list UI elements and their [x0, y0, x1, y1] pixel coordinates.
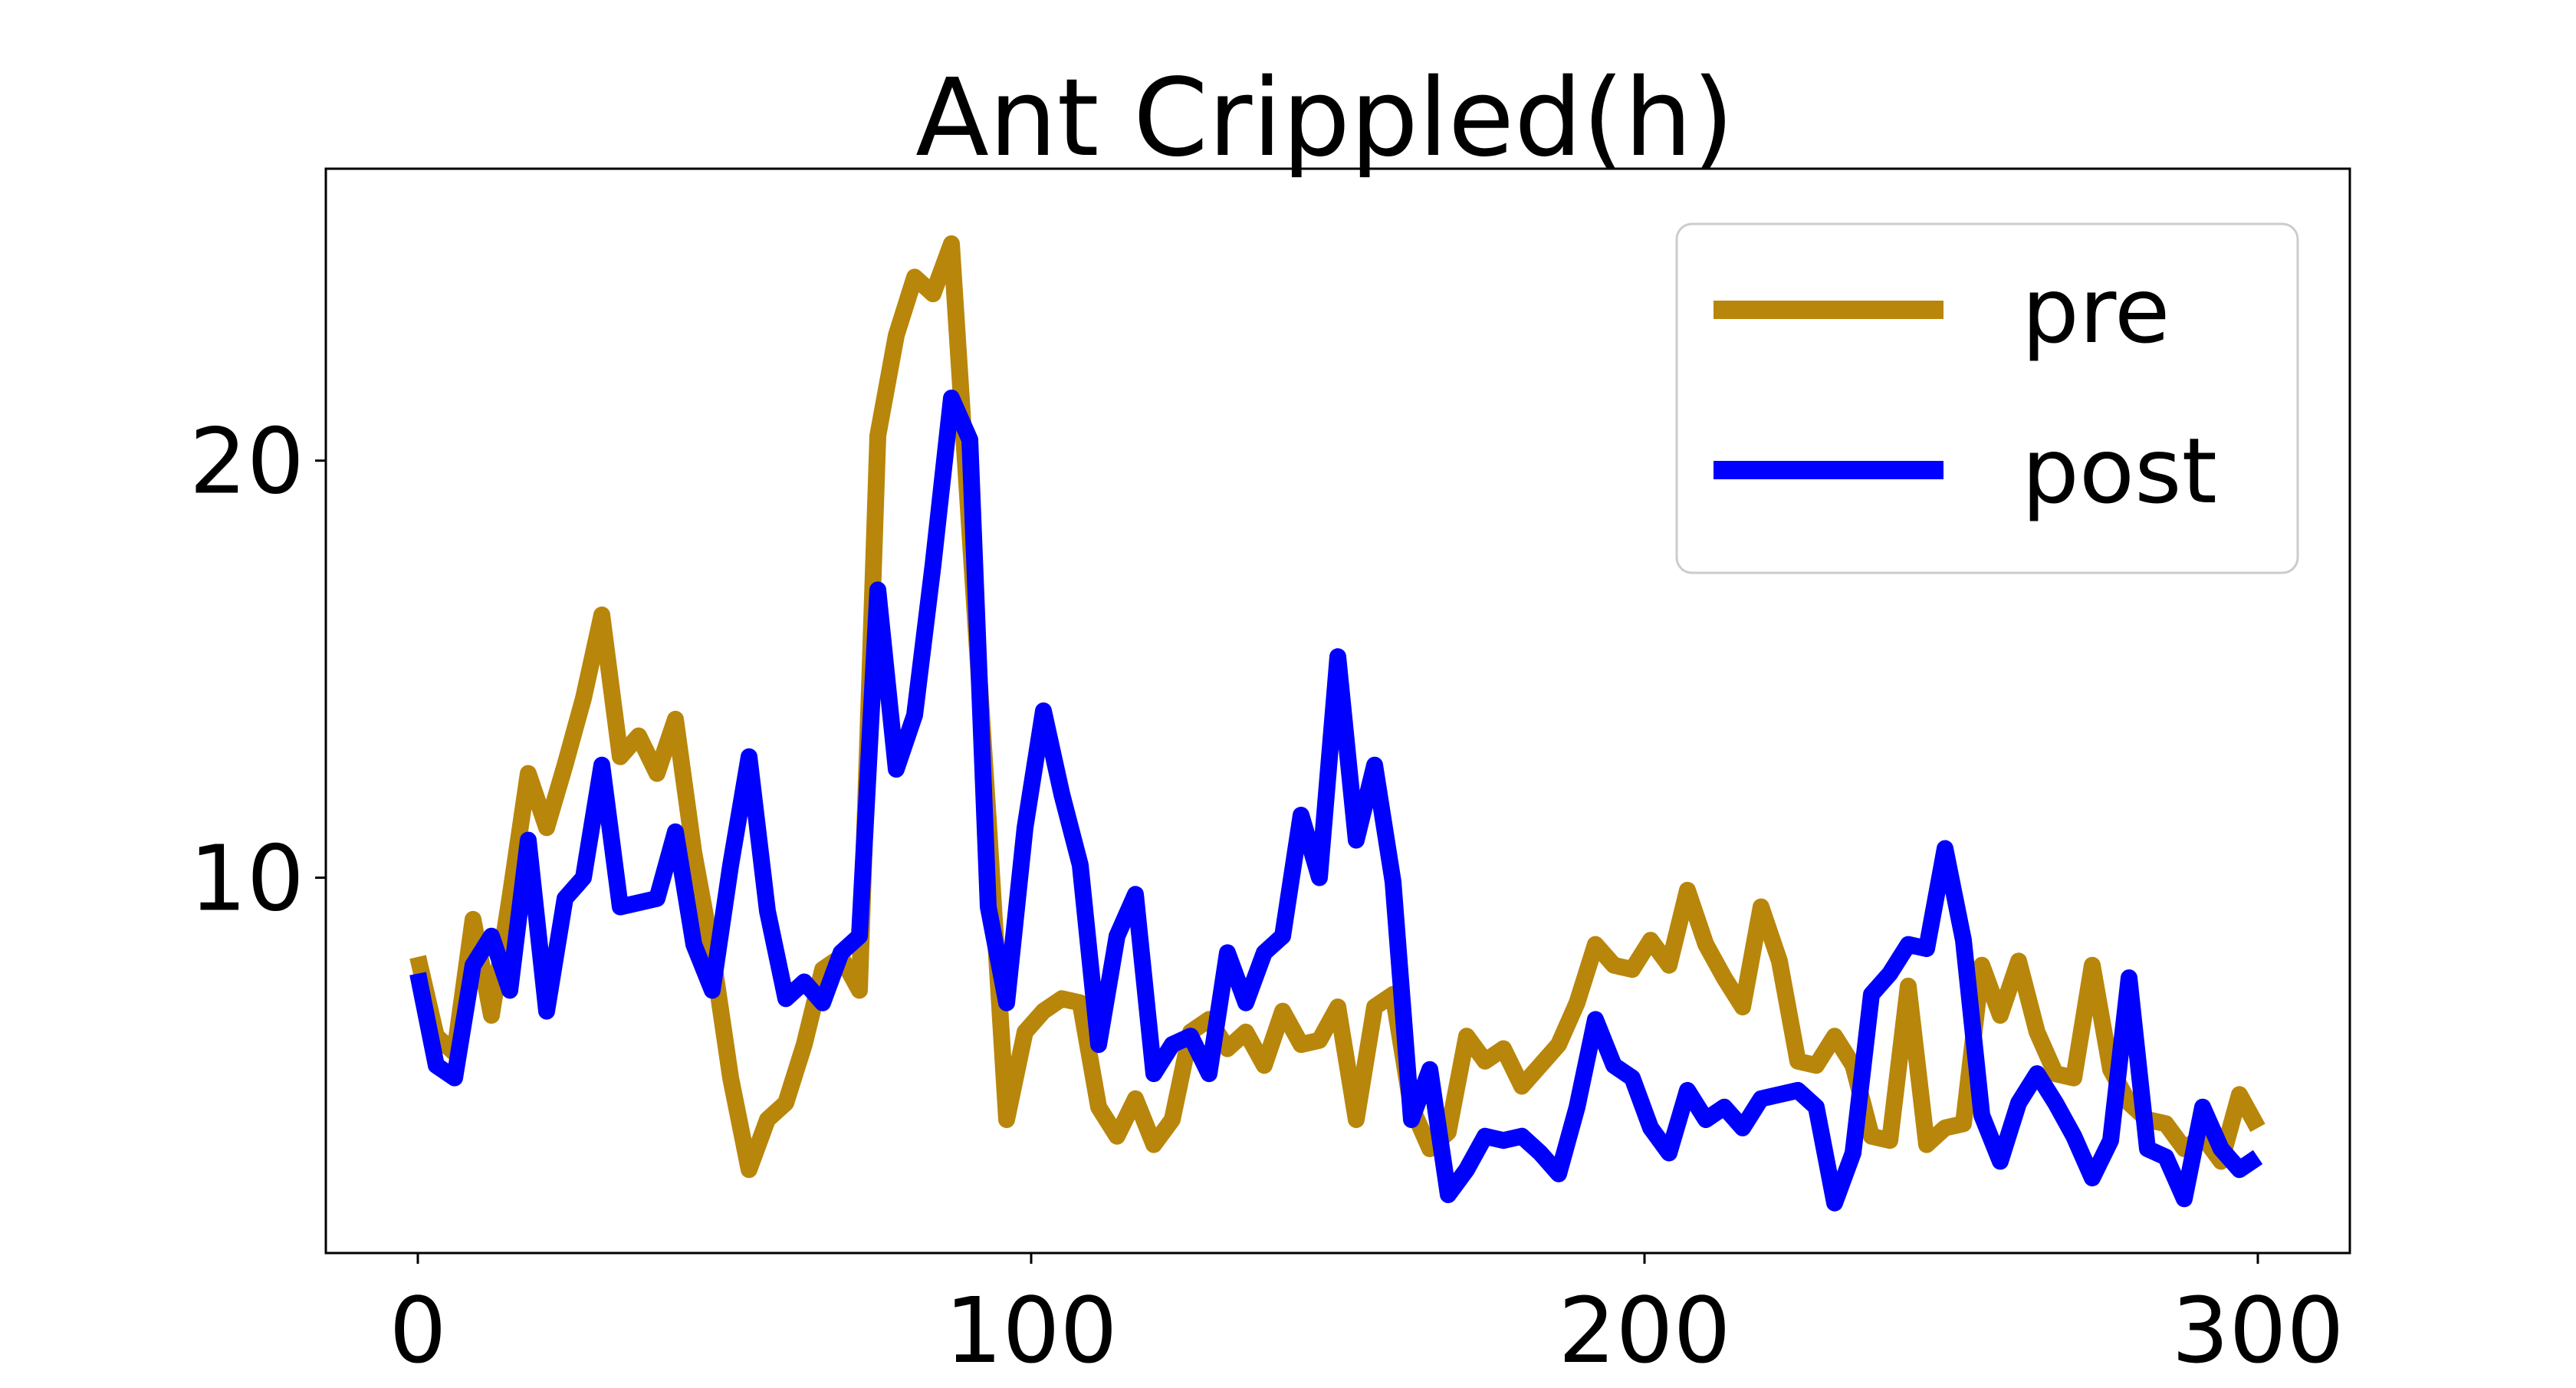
chart-title: Ant Crippled(h) [915, 56, 1734, 181]
series-line-post [409, 390, 2263, 1212]
x-tick-label: 100 [945, 1278, 1117, 1383]
legend: pre post [1675, 222, 2299, 574]
x-tick-label: 300 [2171, 1278, 2344, 1383]
legend-label-post: post [2022, 418, 2217, 524]
axis-ticks: 0 100 200 300 10 20 [189, 409, 2344, 1383]
x-tick-label: 0 [389, 1278, 446, 1383]
x-tick-label: 200 [1558, 1278, 1730, 1383]
plot-area-frame [324, 167, 2351, 1255]
series-line-pre [409, 235, 2266, 1179]
y-tick-label: 20 [189, 409, 304, 515]
y-tick-label: 10 [189, 826, 304, 932]
legend-label-pre: pre [2022, 258, 2170, 363]
series-layer [409, 235, 2266, 1212]
